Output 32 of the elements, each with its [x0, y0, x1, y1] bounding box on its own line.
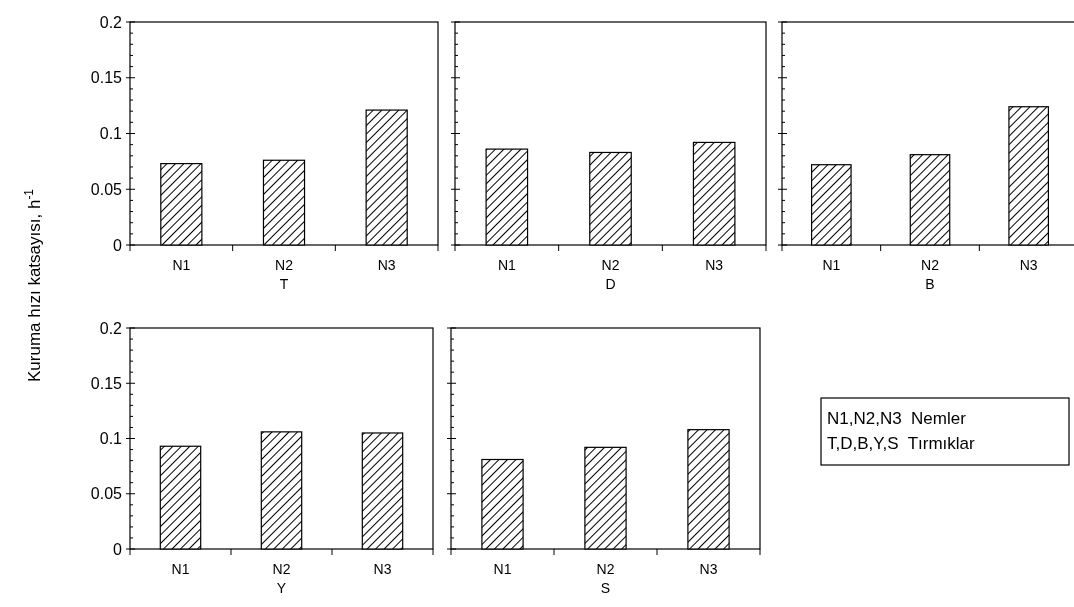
- text: N1,N2,N3 Nemler: [827, 409, 967, 428]
- x-tick-label: N3: [377, 257, 396, 273]
- y-tick-label: 0.15: [90, 69, 123, 87]
- x-tick-label: N2: [601, 257, 620, 273]
- x-tick-label: N1: [171, 561, 190, 577]
- y-tick-label: 0.2: [99, 13, 123, 31]
- y-tick-label: 0: [113, 540, 123, 558]
- x-axis-title: S: [600, 580, 611, 596]
- text: T,D,B,Y,S Tırmıklar: [827, 434, 976, 453]
- x-tick-label: N3: [373, 561, 392, 577]
- x-axis-title: Y: [276, 580, 287, 596]
- y-tick-label: 0.1: [99, 430, 123, 448]
- x-axis-title: D: [605, 276, 616, 292]
- y-tick-label: 0.1: [99, 125, 123, 143]
- x-axis-title: T: [279, 276, 289, 292]
- x-tick-label: N3: [1019, 257, 1038, 273]
- x-tick-label: N1: [172, 257, 191, 273]
- x-tick-label: N2: [275, 257, 294, 273]
- x-tick-label: N2: [921, 257, 940, 273]
- x-tick-label: N2: [596, 561, 615, 577]
- x-tick-label: N3: [699, 561, 718, 577]
- y-tick-label: 0.05: [90, 180, 123, 198]
- x-tick-label: N1: [822, 257, 841, 273]
- x-axis-title: B: [925, 276, 935, 292]
- x-tick-label: N1: [497, 257, 516, 273]
- x-tick-label: N1: [493, 561, 512, 577]
- y-tick-label: 0: [113, 236, 123, 254]
- x-tick-label: N3: [705, 257, 724, 273]
- y-tick-label: 0.05: [90, 485, 123, 503]
- y-tick-label: 0.2: [99, 319, 123, 337]
- y-tick-label: 0.15: [90, 374, 123, 392]
- x-tick-label: N2: [272, 561, 291, 577]
